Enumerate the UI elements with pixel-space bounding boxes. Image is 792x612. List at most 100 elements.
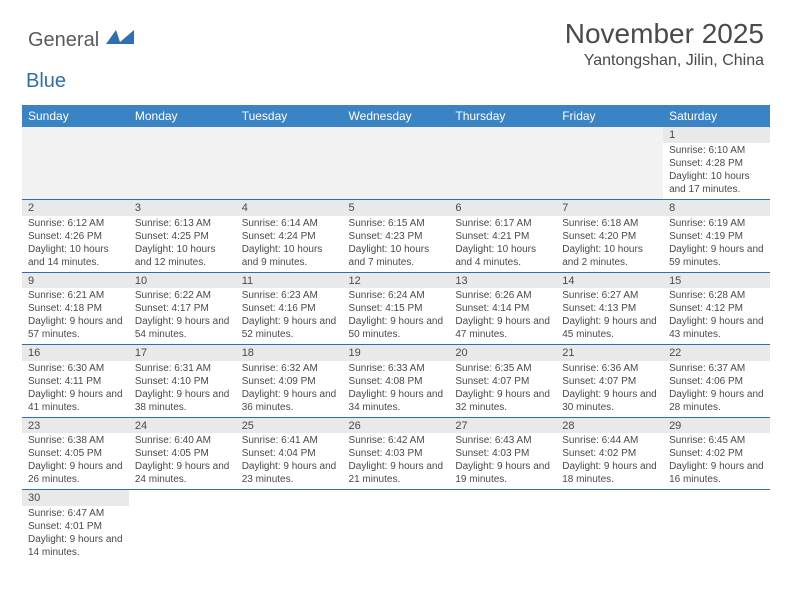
daynum-row: 23242526272829	[22, 417, 770, 433]
day-detail	[236, 143, 343, 200]
day-number	[129, 127, 236, 143]
day-number: 23	[22, 417, 129, 433]
day-number: 2	[22, 200, 129, 216]
weekday-header: Wednesday	[343, 105, 450, 127]
logo: General Blue	[28, 24, 136, 93]
day-number	[556, 127, 663, 143]
day-number: 7	[556, 200, 663, 216]
logo-text-general: General	[28, 29, 99, 51]
day-detail: Sunrise: 6:12 AMSunset: 4:26 PMDaylight:…	[22, 216, 129, 273]
day-detail	[129, 506, 236, 562]
day-detail: Sunrise: 6:38 AMSunset: 4:05 PMDaylight:…	[22, 433, 129, 490]
day-number	[236, 127, 343, 143]
day-detail: Sunrise: 6:43 AMSunset: 4:03 PMDaylight:…	[449, 433, 556, 490]
day-number: 12	[343, 272, 450, 288]
day-detail: Sunrise: 6:40 AMSunset: 4:05 PMDaylight:…	[129, 433, 236, 490]
day-number	[343, 490, 450, 506]
day-detail	[129, 143, 236, 200]
calendar-body: 1Sunrise: 6:10 AMSunset: 4:28 PMDaylight…	[22, 127, 770, 562]
day-detail: Sunrise: 6:33 AMSunset: 4:08 PMDaylight:…	[343, 361, 450, 418]
day-detail: Sunrise: 6:42 AMSunset: 4:03 PMDaylight:…	[343, 433, 450, 490]
day-number: 4	[236, 200, 343, 216]
header: General Blue November 2025 Yantongshan, …	[0, 0, 792, 97]
day-number: 28	[556, 417, 663, 433]
day-number: 16	[22, 345, 129, 361]
location: Yantongshan, Jilin, China	[565, 52, 764, 70]
detail-row: Sunrise: 6:21 AMSunset: 4:18 PMDaylight:…	[22, 288, 770, 345]
day-number: 13	[449, 272, 556, 288]
day-detail	[343, 143, 450, 200]
day-number: 9	[22, 272, 129, 288]
day-number: 17	[129, 345, 236, 361]
day-number: 22	[663, 345, 770, 361]
logo-text-blue: Blue	[26, 70, 136, 93]
calendar-table: Sunday Monday Tuesday Wednesday Thursday…	[22, 105, 770, 562]
day-detail: Sunrise: 6:24 AMSunset: 4:15 PMDaylight:…	[343, 288, 450, 345]
day-number	[449, 127, 556, 143]
daynum-row: 9101112131415	[22, 272, 770, 288]
day-number: 21	[556, 345, 663, 361]
weekday-header: Monday	[129, 105, 236, 127]
day-detail: Sunrise: 6:30 AMSunset: 4:11 PMDaylight:…	[22, 361, 129, 418]
day-number: 14	[556, 272, 663, 288]
weekday-header: Thursday	[449, 105, 556, 127]
day-detail: Sunrise: 6:27 AMSunset: 4:13 PMDaylight:…	[556, 288, 663, 345]
day-detail: Sunrise: 6:36 AMSunset: 4:07 PMDaylight:…	[556, 361, 663, 418]
day-number	[22, 127, 129, 143]
day-detail: Sunrise: 6:32 AMSunset: 4:09 PMDaylight:…	[236, 361, 343, 418]
weekday-header: Sunday	[22, 105, 129, 127]
day-detail: Sunrise: 6:45 AMSunset: 4:02 PMDaylight:…	[663, 433, 770, 490]
day-number	[236, 490, 343, 506]
day-detail: Sunrise: 6:28 AMSunset: 4:12 PMDaylight:…	[663, 288, 770, 345]
day-number: 8	[663, 200, 770, 216]
detail-row: Sunrise: 6:30 AMSunset: 4:11 PMDaylight:…	[22, 361, 770, 418]
day-detail: Sunrise: 6:13 AMSunset: 4:25 PMDaylight:…	[129, 216, 236, 273]
weekday-header: Friday	[556, 105, 663, 127]
day-number	[449, 490, 556, 506]
day-number: 10	[129, 272, 236, 288]
day-detail: Sunrise: 6:41 AMSunset: 4:04 PMDaylight:…	[236, 433, 343, 490]
day-number: 26	[343, 417, 450, 433]
weekday-header-row: Sunday Monday Tuesday Wednesday Thursday…	[22, 105, 770, 127]
day-number	[663, 490, 770, 506]
detail-row: Sunrise: 6:12 AMSunset: 4:26 PMDaylight:…	[22, 216, 770, 273]
day-number: 25	[236, 417, 343, 433]
day-number	[129, 490, 236, 506]
day-detail	[22, 143, 129, 200]
day-detail	[663, 506, 770, 562]
day-detail	[449, 506, 556, 562]
day-detail: Sunrise: 6:15 AMSunset: 4:23 PMDaylight:…	[343, 216, 450, 273]
day-detail	[236, 506, 343, 562]
daynum-row: 2345678	[22, 200, 770, 216]
title-block: November 2025 Yantongshan, Jilin, China	[565, 18, 764, 70]
day-detail	[449, 143, 556, 200]
day-number: 24	[129, 417, 236, 433]
day-detail	[343, 506, 450, 562]
weekday-header: Saturday	[663, 105, 770, 127]
day-detail	[556, 143, 663, 200]
logo-flag-icon	[106, 28, 136, 51]
day-detail: Sunrise: 6:35 AMSunset: 4:07 PMDaylight:…	[449, 361, 556, 418]
month-title: November 2025	[565, 18, 764, 50]
day-detail	[556, 506, 663, 562]
day-number: 18	[236, 345, 343, 361]
day-number: 30	[22, 490, 129, 506]
day-number: 27	[449, 417, 556, 433]
day-detail: Sunrise: 6:18 AMSunset: 4:20 PMDaylight:…	[556, 216, 663, 273]
day-number: 19	[343, 345, 450, 361]
day-detail: Sunrise: 6:14 AMSunset: 4:24 PMDaylight:…	[236, 216, 343, 273]
daynum-row: 16171819202122	[22, 345, 770, 361]
day-detail: Sunrise: 6:21 AMSunset: 4:18 PMDaylight:…	[22, 288, 129, 345]
day-number: 5	[343, 200, 450, 216]
day-number: 6	[449, 200, 556, 216]
day-number	[556, 490, 663, 506]
day-detail: Sunrise: 6:47 AMSunset: 4:01 PMDaylight:…	[22, 506, 129, 562]
day-number: 29	[663, 417, 770, 433]
day-number: 20	[449, 345, 556, 361]
day-detail: Sunrise: 6:17 AMSunset: 4:21 PMDaylight:…	[449, 216, 556, 273]
day-detail: Sunrise: 6:22 AMSunset: 4:17 PMDaylight:…	[129, 288, 236, 345]
day-detail: Sunrise: 6:19 AMSunset: 4:19 PMDaylight:…	[663, 216, 770, 273]
weekday-header: Tuesday	[236, 105, 343, 127]
day-number: 1	[663, 127, 770, 143]
day-number	[343, 127, 450, 143]
